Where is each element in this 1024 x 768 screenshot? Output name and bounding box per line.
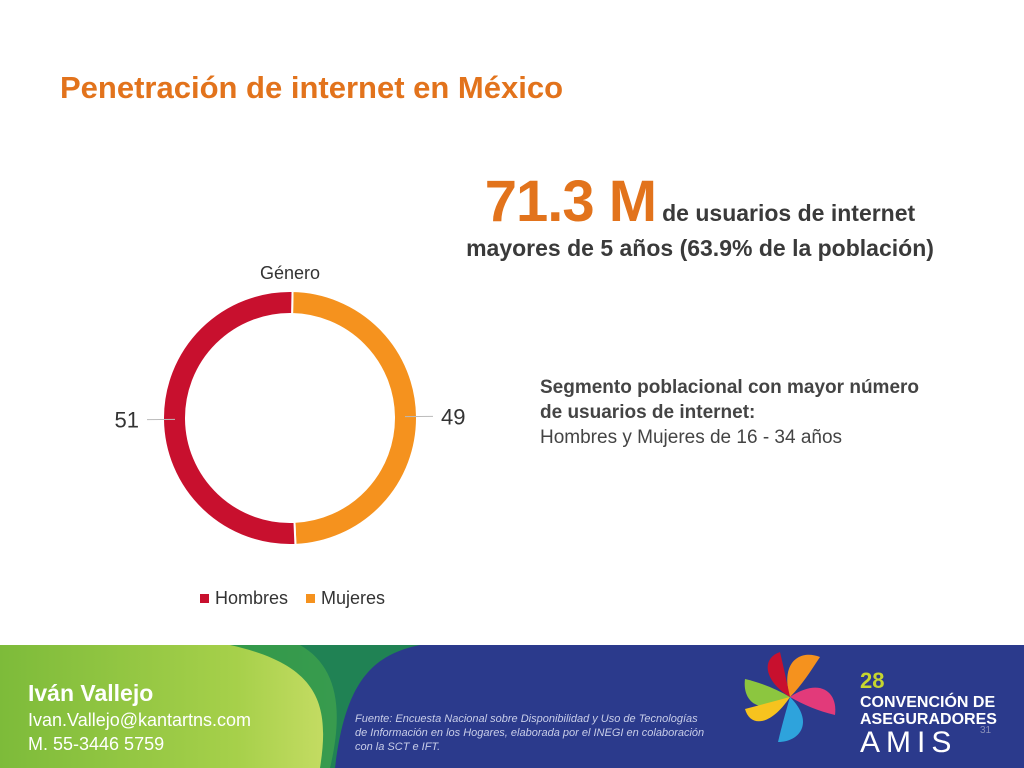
author-phone: M. 55-3446 5759 (28, 734, 165, 754)
author-block: Iván Vallejo Ivan.Vallejo@kantartns.com … (28, 680, 251, 755)
stat-line1: de usuarios de internet (662, 200, 916, 226)
legend-item-mujeres: Mujeres (306, 588, 385, 609)
stat-value: 71.3 M (484, 169, 657, 234)
segment-block: Segmento poblacional con mayor número de… (540, 375, 1010, 450)
slice-hombres (162, 290, 297, 546)
legend-label-mujeres: Mujeres (321, 588, 386, 608)
author-email: Ivan.Vallejo@kantartns.com (28, 710, 252, 730)
legend-label-hombres: Hombres (215, 588, 289, 608)
legend-item-hombres: Hombres (200, 588, 288, 609)
segment-heading-2: de usuarios de internet: (540, 402, 756, 423)
slide-title: Penetración de internet en México (60, 70, 564, 105)
slice-mujeres (291, 290, 418, 546)
segment-detail: Hombres y Mujeres de 16 - 34 años (540, 427, 843, 448)
footer-band (0, 645, 1024, 768)
brand-name: AMIS (860, 726, 958, 759)
brand-line1: CONVENCIÓN DE (860, 694, 996, 711)
stat-line2: mayores de 5 años (63.9% de la población… (466, 235, 934, 261)
segment-heading-1: Segmento poblacional con mayor número (540, 377, 920, 398)
author-name: Iván Vallejo (28, 680, 154, 706)
brand-line2: ASEGURADORES (860, 711, 997, 728)
brand-number: 28 (860, 668, 885, 693)
chart-legend: Hombres Mujeres (200, 588, 385, 609)
legend-swatch-mujeres (306, 594, 316, 603)
data-label-mujeres: 49 (441, 404, 465, 429)
page-number: 31 (980, 725, 992, 736)
brand-block: 28 CONVENCIÓN DE ASEGURADORES AMIS (860, 668, 997, 758)
gender-donut-chart: Género 49 51 (115, 263, 465, 546)
chart-title: Género (260, 263, 320, 283)
source-note: Fuente: Encuesta Nacional sobre Disponib… (355, 713, 705, 753)
data-label-hombres: 51 (115, 408, 139, 433)
legend-swatch-hombres (200, 594, 209, 603)
